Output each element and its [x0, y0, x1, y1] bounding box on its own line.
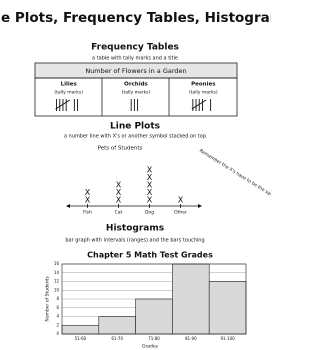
x-tick-label: 61-70 — [111, 336, 123, 341]
x-symbol: X — [147, 196, 153, 205]
category-label: Cat — [115, 210, 123, 216]
table-cells: Lilies (tally marks) Orchids (tally marks) P… — [54, 82, 218, 111]
page-title: Line Plots, Frequency Tables, Histograms — [0, 10, 271, 26]
x-symbol: X — [147, 166, 153, 175]
definition: bar graph with intervals (ranges) and th… — [65, 238, 204, 244]
worksheet: Line Plots, Frequency Tables, Histograms… — [0, 10, 271, 350]
y-tick-label: 12 — [54, 279, 60, 284]
definition: a number line with X's or another symbol… — [64, 134, 206, 140]
column-name: Orchids — [124, 82, 148, 88]
x-symbol: X — [116, 196, 122, 205]
x-tick-label: 81-90 — [185, 336, 197, 341]
tally-marks — [130, 99, 139, 111]
y-tick-label: 16 — [54, 261, 60, 266]
x-stack: X — [178, 196, 184, 205]
arrow-head — [198, 204, 202, 208]
y-axis-label: Number of Students — [45, 276, 51, 322]
bar — [98, 316, 136, 335]
x-symbol: X — [116, 188, 122, 197]
line-plot-title: Pets of Students — [98, 146, 143, 152]
x-tick-label: 91-100 — [221, 336, 236, 341]
x-stack: XX — [85, 188, 91, 205]
tally-slash — [55, 99, 71, 110]
x-tick-label: 51-60 — [75, 336, 87, 341]
section-heading: Frequency Tables — [91, 43, 179, 53]
plot-frame — [61, 263, 247, 335]
x-tick-label: 71-80 — [148, 336, 160, 341]
y-tick-label: 14 — [54, 270, 60, 275]
bar — [135, 298, 173, 335]
category-label: Dog — [145, 210, 154, 216]
section-heading: Line Plots — [110, 122, 160, 132]
frequency-table: Number of Flowers in a Garden — [34, 62, 238, 117]
bar — [172, 263, 210, 335]
y-tick-label: 0 — [56, 331, 59, 336]
table-body — [34, 77, 238, 117]
x-symbol: X — [116, 181, 122, 190]
bar — [208, 281, 247, 335]
column-name: Lilies — [61, 82, 78, 88]
section-heading: Histograms — [106, 224, 164, 234]
column-note: (tally marks) — [54, 90, 83, 96]
y-tick-label: 6 — [56, 305, 59, 310]
table-caption: Number of Flowers in a Garden — [85, 67, 186, 75]
x-symbol: X — [85, 188, 91, 197]
x-symbol: X — [147, 181, 153, 190]
column-name: Peonies — [191, 82, 216, 88]
y-tick-label: 4 — [56, 314, 59, 319]
x-axis-label: Grades — [142, 344, 159, 350]
y-tick-label: 2 — [56, 322, 59, 327]
x-symbol: X — [85, 196, 91, 205]
x-symbol: X — [147, 188, 153, 197]
y-tick-label: 10 — [54, 287, 60, 292]
histogram-title: Chapter 5 Math Test Grades — [87, 251, 213, 260]
x-stack: XXX — [116, 181, 122, 205]
column-note: (tally marks) — [189, 90, 218, 96]
definition: a table with tally marks and a title — [92, 56, 178, 62]
x-symbol: X — [147, 173, 153, 182]
tally-marks — [55, 99, 79, 111]
bar — [61, 324, 100, 335]
column-note: (tally marks) — [122, 90, 151, 96]
category-label: Fish — [83, 210, 92, 216]
arrow-head — [66, 204, 70, 208]
histogram: 0 2 4 6 8 10 12 14 16 51-60 61-70 71-80 81-90 91-100 — [54, 261, 247, 341]
x-symbol: X — [178, 196, 184, 205]
category-label: Other — [174, 210, 187, 216]
y-tick-label: 8 — [56, 296, 59, 301]
tally-slash — [191, 99, 207, 110]
tally-marks — [191, 99, 212, 111]
